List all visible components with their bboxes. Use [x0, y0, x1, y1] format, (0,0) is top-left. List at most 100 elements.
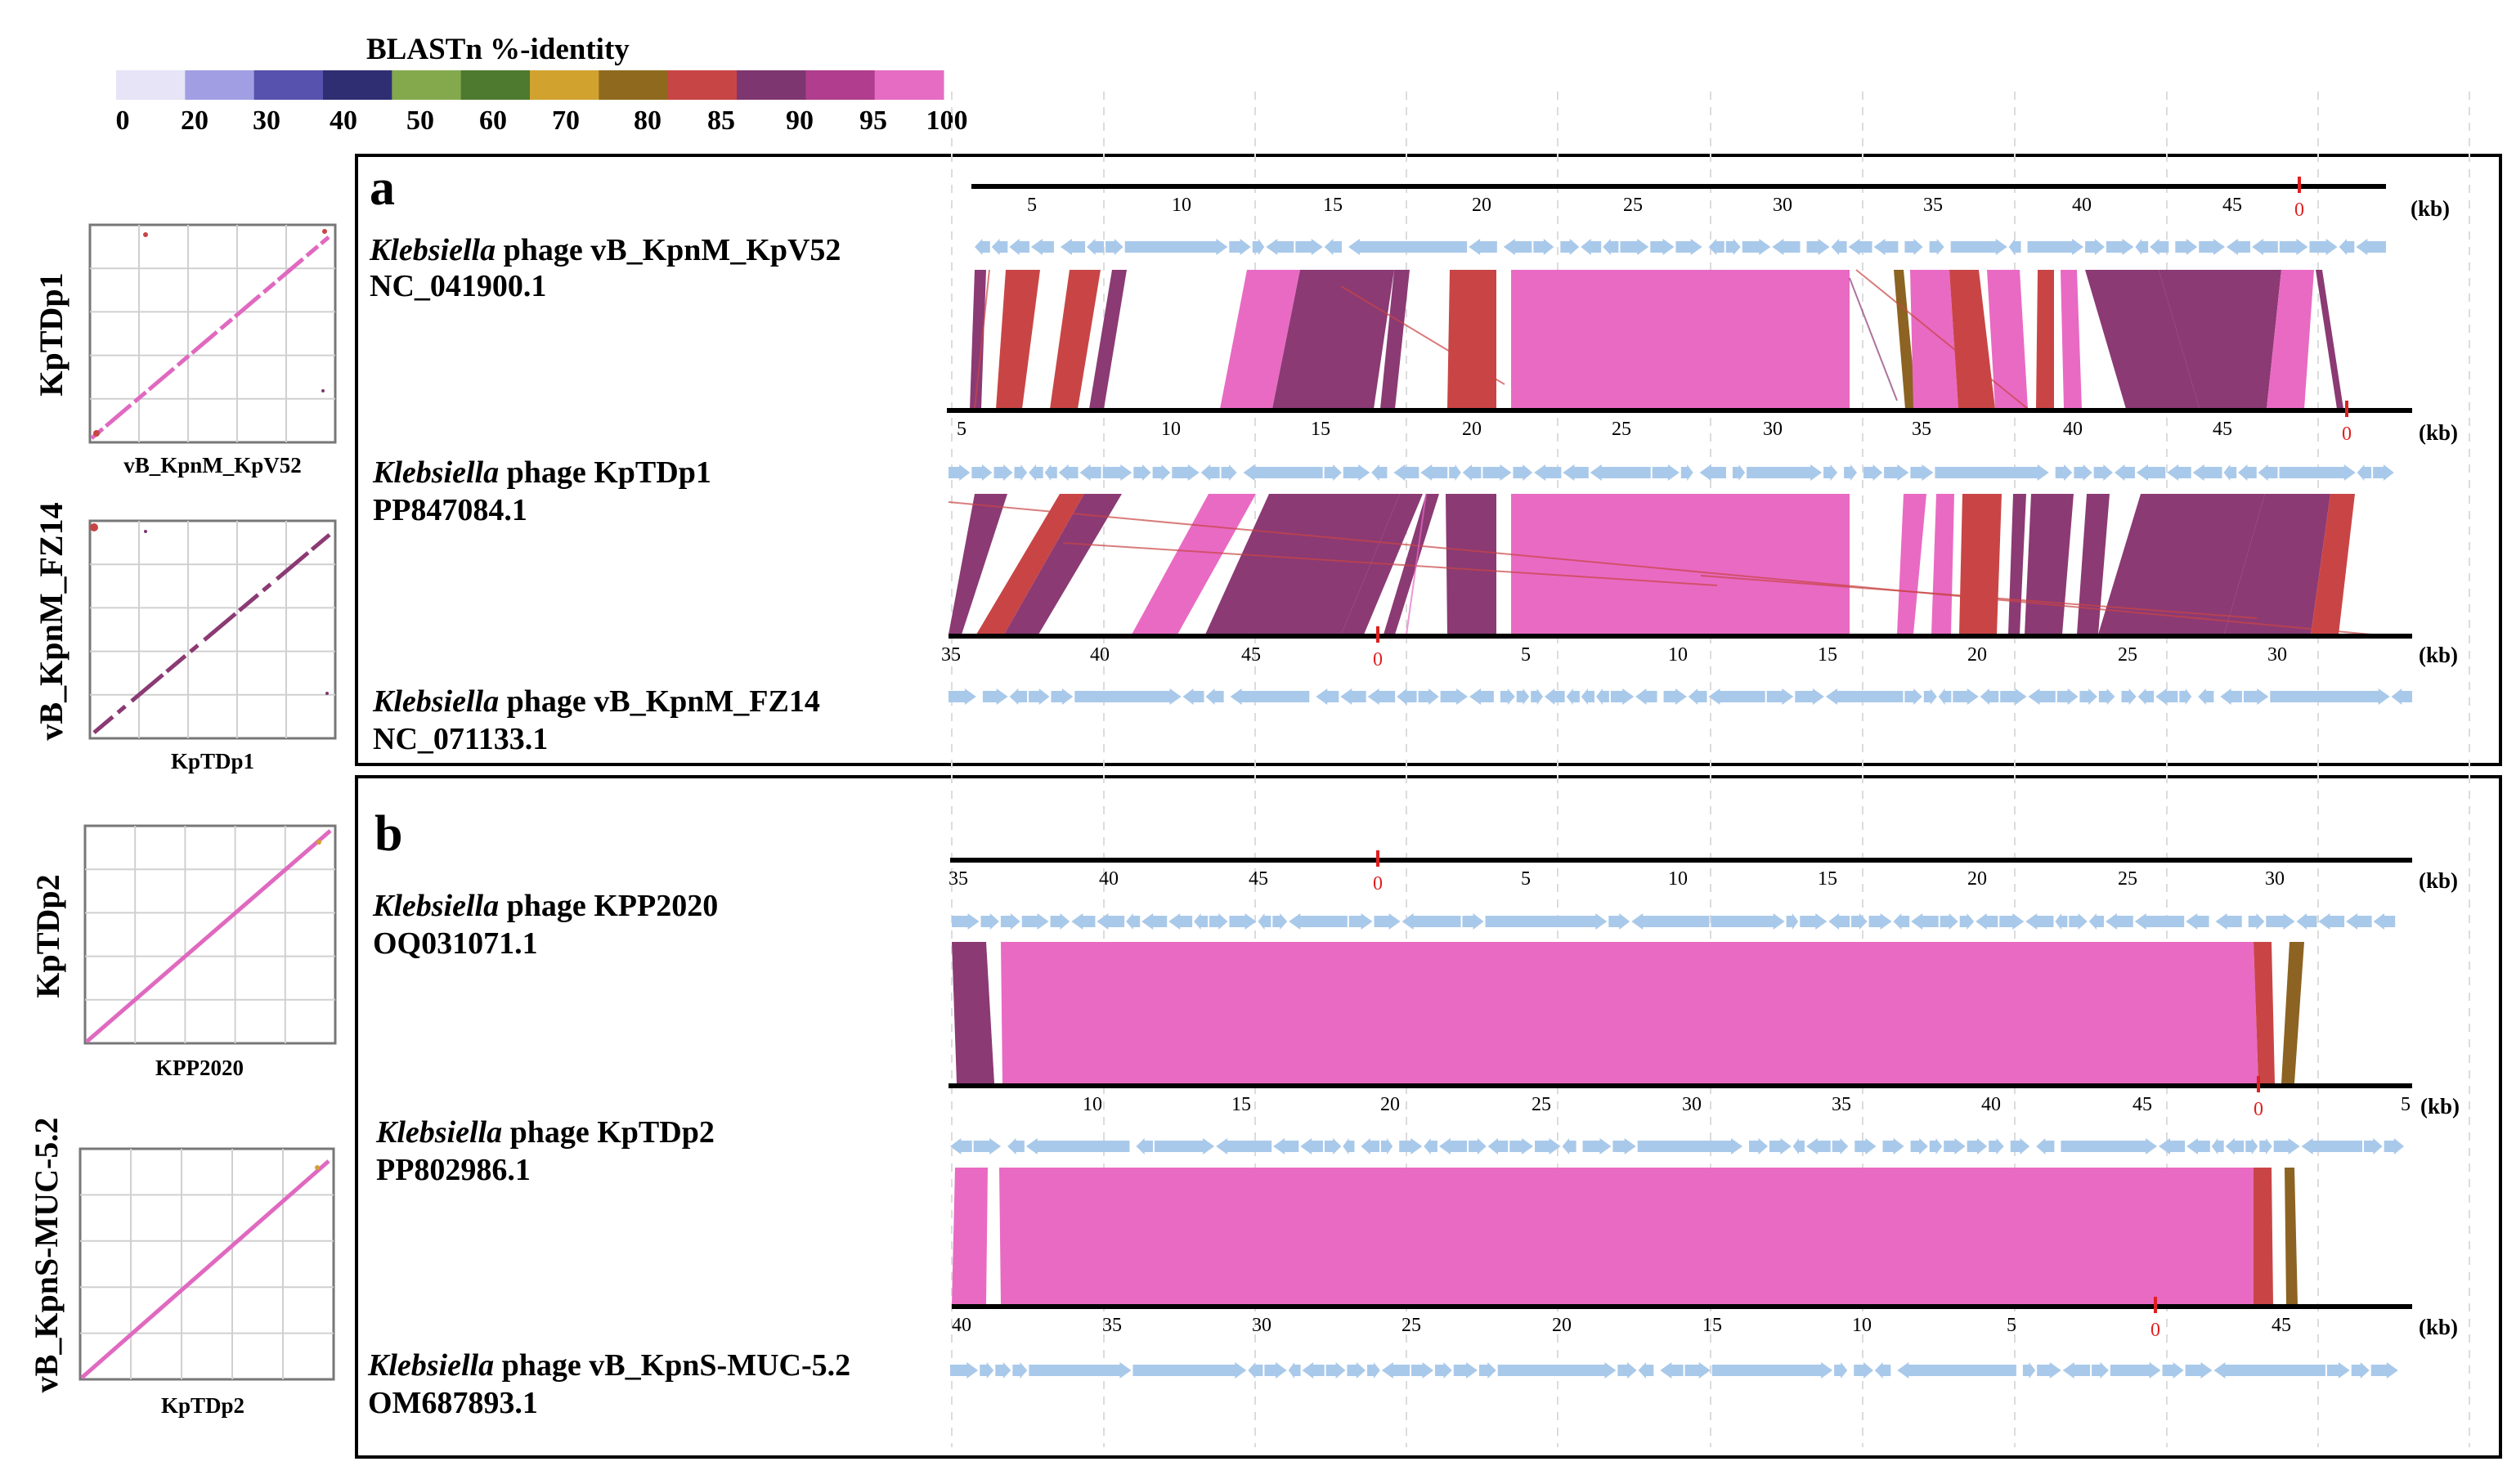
- gene-arrow: [980, 913, 999, 930]
- origin-label: 0: [2150, 1320, 2160, 1341]
- gene-arrow: [2252, 239, 2278, 255]
- ruler-tick-label: 10: [1668, 868, 1688, 890]
- synteny-ribbon: [2267, 270, 2314, 409]
- gene-arrow: [1449, 464, 1461, 481]
- gene-arrow: [1324, 464, 1342, 481]
- ruler-tick-label: 25: [1402, 1315, 1421, 1336]
- synteny-ribbon: [970, 270, 986, 409]
- gene-arrow: [1688, 688, 1707, 705]
- gene-arrow: [1252, 239, 1265, 255]
- ruler-tick-label: 40: [1090, 644, 1110, 666]
- gene-arrow: [1453, 1362, 1478, 1379]
- gene-arrow: [2318, 913, 2345, 930]
- dotplot-2: KpTDp1 vB_KpnM_FZ14: [33, 502, 337, 773]
- genome-accession: OM687893.1: [368, 1386, 538, 1420]
- gene-arrow: [1684, 1362, 1711, 1379]
- gene-arrow: [1074, 688, 1182, 705]
- gene-arrow: [1904, 688, 1922, 705]
- gene-arrow: [1316, 688, 1339, 705]
- dotplot-dot: [90, 523, 98, 531]
- gene-arrow: [2243, 688, 2269, 705]
- gene-arrow: [1617, 1362, 1637, 1379]
- gene-arrow: [1980, 688, 1999, 705]
- ruler-unit: (kb): [2411, 196, 2450, 221]
- gene-arrow: [2220, 688, 2242, 705]
- gene-arrow: [2296, 913, 2317, 930]
- gene-arrow: [2061, 1138, 2158, 1154]
- legend-swatch: [185, 70, 255, 100]
- synteny-link: [1406, 493, 1427, 635]
- gene-arrow: [1635, 688, 1657, 705]
- gene-arrow: [2134, 913, 2185, 930]
- gene-arrow: [2121, 688, 2137, 705]
- legend-tick: 60: [479, 105, 507, 136]
- gene-arrow: [1711, 1362, 1833, 1379]
- gene-arrow: [2055, 913, 2068, 930]
- dotplot-ylabel: vB_KpnS-MUC-5.2: [28, 1118, 65, 1393]
- legend-swatch: [805, 70, 876, 100]
- gene-arrow: [1172, 464, 1200, 481]
- gene-arrow: [1509, 1138, 1534, 1154]
- dotplot-3: KPP2020 KpTDp2: [29, 824, 337, 1080]
- gene-arrow: [1805, 1138, 1831, 1154]
- gene-arrow: [1411, 1362, 1434, 1379]
- ruler-tick-label: 30: [1682, 1094, 1702, 1115]
- synteny-ribbon: [1132, 494, 1256, 634]
- gene-arrow: [2135, 239, 2149, 255]
- gene-arrow: [2258, 464, 2278, 481]
- gene-arrow: [1711, 913, 1785, 930]
- synteny-ribbon: [1272, 270, 1394, 409]
- ruler-tick-label: 10: [1083, 1094, 1102, 1115]
- dotplot-dot: [316, 840, 321, 845]
- gene-arrow: [1243, 464, 1323, 481]
- gene-arrow: [1029, 464, 1043, 481]
- legend-tick: 100: [926, 105, 968, 136]
- dotplot-frame: [88, 519, 337, 740]
- gene-arrow: [1650, 239, 1675, 255]
- ruler-tick-label: 45: [2213, 419, 2232, 440]
- ruler-tick-label: 40: [952, 1315, 971, 1336]
- gene-arrow: [1967, 1138, 1988, 1154]
- gene-arrow: [1976, 913, 1998, 930]
- gene-arrow: [1610, 688, 1635, 705]
- gene-arrow: [1503, 239, 1532, 255]
- synteny-ribbon: [2036, 270, 2054, 409]
- synteny-ribbon: [2061, 270, 2082, 409]
- gene-arrow: [1272, 913, 1288, 930]
- gene-arrow: [1126, 913, 1141, 930]
- gene-arrow: [1221, 464, 1237, 481]
- gene-arrow: [2027, 239, 2084, 255]
- synteny-ribbon: [1959, 494, 2002, 634]
- synteny-link: [974, 269, 990, 410]
- dotplot-diagonal: [92, 533, 331, 734]
- ruler-tick-label: 25: [1623, 195, 1643, 216]
- gene-arrow: [1133, 464, 1151, 481]
- legend-swatch: [116, 70, 186, 100]
- gene-arrow: [1680, 464, 1693, 481]
- gene-arrow: [1397, 688, 1417, 705]
- ruler-tick-label: 15: [1323, 195, 1343, 216]
- ruler-unit: (kb): [2419, 868, 2458, 893]
- gene-arrow: [2213, 1362, 2325, 1379]
- ruler-unit: (kb): [2419, 643, 2458, 667]
- genome-ruler: 40 35 30 25 20 15 10 5 0 45 (kb): [952, 1297, 2458, 1341]
- gene-arrow: [1007, 1138, 1025, 1154]
- gene-arrow: [1058, 464, 1079, 481]
- gene-track: [950, 1138, 2404, 1154]
- gene-arrow: [2373, 913, 2396, 930]
- genome-ruler: 35 40 45 0 5 10 15 20 25 30 (kb): [941, 626, 2458, 670]
- gene-arrow: [1182, 688, 1204, 705]
- gene-arrow: [2079, 688, 2097, 705]
- ruler-tick-label: 20: [1967, 644, 1987, 666]
- gene-track: [975, 239, 2386, 255]
- legend-swatch: [530, 70, 599, 100]
- gene-arrow: [1050, 913, 1070, 930]
- gene-arrow: [1418, 688, 1439, 705]
- gene-arrow: [1340, 688, 1366, 705]
- gene-track: [949, 688, 2412, 705]
- synteny-ribbon: [2254, 942, 2275, 1083]
- ruler-tick-label: 5: [2007, 1315, 2016, 1336]
- gene-arrow: [2093, 464, 2113, 481]
- gene-arrow: [2008, 239, 2021, 255]
- ruler-tick-label: 30: [1773, 195, 1792, 216]
